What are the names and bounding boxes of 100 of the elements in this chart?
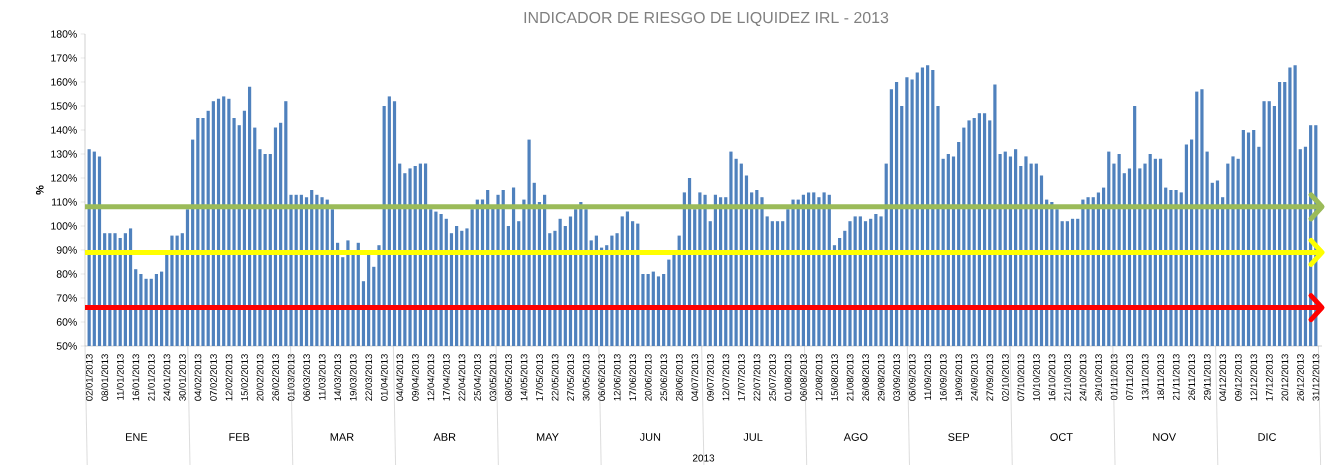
x-tick-label: 06/09/2013 bbox=[908, 354, 916, 401]
text: NOV bbox=[1153, 433, 1177, 441]
x-tick-label: 14/05/2013 bbox=[520, 354, 528, 401]
x-tick-label: 04/07/2013 bbox=[691, 354, 699, 401]
x-tick-label: 02/01/2013 bbox=[85, 354, 93, 401]
text: FEB bbox=[229, 433, 250, 441]
x-tick-label: 21/10/2013 bbox=[1063, 354, 1071, 401]
x-tick-label: 03/09/2013 bbox=[893, 354, 901, 401]
x-tick-label: 26/12/2013 bbox=[1296, 354, 1304, 401]
chart-title: INDICADOR DE RIESGO DE LIQUIDEZ IRL - 2013 bbox=[524, 11, 889, 27]
text: AGO bbox=[843, 433, 868, 441]
y-tick-label: 80% bbox=[56, 270, 77, 278]
y-axis-title: % bbox=[35, 185, 44, 195]
x-tick-label: 22/03/2013 bbox=[365, 354, 373, 401]
x-tick-label: 07/11/2013 bbox=[1126, 354, 1133, 401]
x-tick-label: 17/06/2013 bbox=[629, 354, 637, 401]
y-tick-label: 160% bbox=[51, 78, 77, 86]
x-tick-label: 12/12/2013 bbox=[1250, 354, 1258, 401]
x-tick-label: 14/03/2013 bbox=[334, 354, 342, 401]
x-tick-label: 17/05/2013 bbox=[535, 354, 543, 401]
x-tick-label: 24/09/2013 bbox=[970, 354, 978, 401]
x-tick-label: 22/07/2013 bbox=[753, 354, 761, 401]
x-tick-label: 19/09/2013 bbox=[955, 354, 963, 401]
y-tick-label: 90% bbox=[56, 246, 77, 254]
x-tick-label: 22/05/2013 bbox=[551, 354, 559, 401]
text: JUN bbox=[639, 433, 661, 441]
x-tick-label: 12/06/2013 bbox=[613, 354, 621, 401]
y-tick-label: 130% bbox=[51, 150, 77, 158]
x-tick-label: 06/06/2013 bbox=[598, 354, 606, 401]
x-tick-label: 16/09/2013 bbox=[939, 354, 947, 401]
text: 2013 bbox=[692, 454, 715, 462]
x-tick-label: 18/11/2013 bbox=[1157, 354, 1165, 400]
y-tick-label: 150% bbox=[51, 102, 77, 110]
x-tick-label: 16/01/2013 bbox=[132, 354, 140, 401]
text: SEP bbox=[948, 433, 970, 441]
x-tick-label: 29/08/2013 bbox=[877, 354, 885, 401]
x-tick-label: 15/02/2013 bbox=[240, 354, 248, 401]
x-tick-label: 20/12/2013 bbox=[1281, 354, 1289, 401]
x-tick-label: 08/01/2013 bbox=[101, 354, 109, 401]
x-tick-label: 07/02/2013 bbox=[209, 354, 217, 401]
x-tick-label: 11/03/2013 bbox=[318, 354, 326, 400]
y-tick-label: 170% bbox=[51, 54, 77, 62]
x-tick-label: 02/10/2013 bbox=[1001, 354, 1009, 401]
x-tick-label: 22/04/2013 bbox=[458, 354, 466, 401]
x-tick-label: 04/04/2013 bbox=[396, 354, 404, 401]
x-tick-label: 03/05/2013 bbox=[489, 354, 497, 401]
y-tick-label: 100% bbox=[51, 222, 77, 230]
x-tick-label: 09/04/2013 bbox=[411, 354, 419, 401]
x-tick-label: 27/09/2013 bbox=[986, 354, 994, 401]
text: ABR bbox=[433, 433, 456, 441]
text: MAY bbox=[536, 433, 559, 441]
x-tick-label: 09/12/2013 bbox=[1234, 354, 1242, 401]
x-tick-label: 06/08/2013 bbox=[799, 354, 807, 401]
x-tick-label: 17/12/2013 bbox=[1265, 354, 1273, 401]
text: DIC bbox=[1258, 433, 1277, 441]
x-tick-label: 15/08/2013 bbox=[830, 354, 838, 401]
x-tick-label: 26/02/2013 bbox=[271, 354, 279, 401]
x-tick-label: 01/04/2013 bbox=[380, 354, 388, 401]
x-tick-label: 12/07/2013 bbox=[722, 354, 730, 401]
text: ENE bbox=[126, 433, 148, 441]
text: OCT bbox=[1050, 433, 1073, 441]
x-tick-label: 19/03/2013 bbox=[349, 354, 357, 401]
text: MAR bbox=[330, 433, 354, 441]
x-tick-label: 12/02/2013 bbox=[225, 354, 233, 401]
x-tick-label: 09/07/2013 bbox=[706, 354, 714, 401]
y-tick-label: 60% bbox=[56, 318, 77, 326]
x-tick-label: 25/07/2013 bbox=[768, 354, 776, 401]
x-tick-label: 29/11/2013 bbox=[1203, 354, 1211, 400]
x-tick-label: 10/10/2013 bbox=[1032, 354, 1040, 401]
x-tick-label: 25/04/2013 bbox=[473, 354, 481, 401]
x-tick-label: 20/02/2013 bbox=[256, 354, 264, 401]
x-tick-label: 30/05/2013 bbox=[582, 354, 590, 401]
x-tick-label: 08/05/2013 bbox=[504, 354, 512, 401]
x-tick-label: 11/09/2013 bbox=[924, 354, 932, 400]
x-tick-label: 12/04/2013 bbox=[427, 354, 435, 401]
x-tick-label: 11/01/2013 bbox=[116, 354, 124, 400]
x-tick-label: 24/10/2013 bbox=[1079, 354, 1087, 401]
x-tick-label: 28/06/2013 bbox=[675, 354, 683, 401]
x-tick-label: 31/12/2013 bbox=[1312, 354, 1320, 401]
x-tick-label: 27/05/2013 bbox=[567, 354, 574, 401]
x-tick-label: 13/11/2013 bbox=[1141, 354, 1149, 400]
x-tick-label: 01/11/2013 bbox=[1110, 354, 1118, 401]
x-tick-label: 04/02/2013 bbox=[194, 354, 202, 401]
y-tick-label: 140% bbox=[51, 126, 77, 134]
x-tick-label: 25/06/2013 bbox=[660, 354, 668, 401]
y-tick-label: 180% bbox=[51, 30, 77, 38]
x-tick-label: 01/03/2013 bbox=[287, 354, 295, 401]
x-tick-label: 21/11/2013 bbox=[1172, 354, 1180, 400]
x-tick-label: 16/10/2013 bbox=[1048, 354, 1056, 401]
x-tick-label: 01/08/2013 bbox=[784, 354, 792, 401]
x-tick-label: 21/01/2013 bbox=[147, 354, 155, 401]
x-tick-label: 24/01/2013 bbox=[163, 354, 171, 401]
text: JUL bbox=[743, 433, 763, 441]
x-tick-label: 30/01/2013 bbox=[178, 354, 186, 401]
y-tick-label: 110% bbox=[52, 198, 77, 206]
x-tick-label: 20/06/2013 bbox=[644, 354, 652, 401]
x-tick-label: 29/10/2013 bbox=[1094, 354, 1102, 401]
x-tick-label: 17/04/2013 bbox=[442, 354, 450, 401]
x-tick-label: 07/10/2013 bbox=[1017, 354, 1025, 401]
y-tick-label: 70% bbox=[56, 294, 77, 302]
